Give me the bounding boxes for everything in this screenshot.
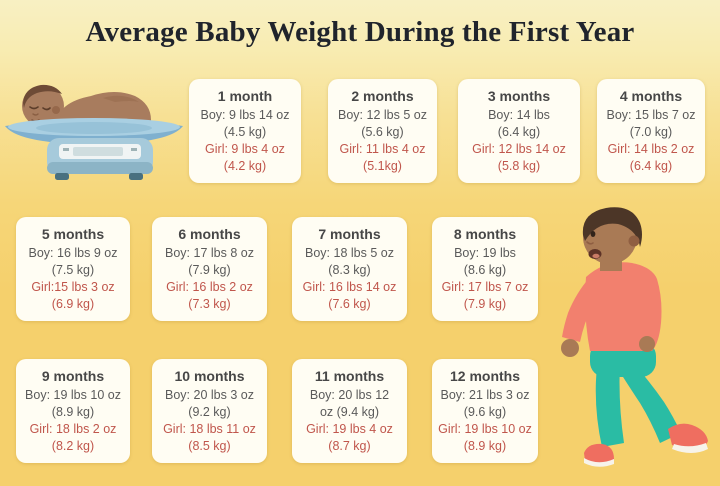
girl-weight-kg: (5.8 kg) <box>497 159 541 173</box>
girl-weight-lbs: Girl: 14 lbs 2 oz <box>607 142 695 156</box>
girl-weight-lbs: Girl: 17 lbs 7 oz <box>441 280 529 294</box>
baby-on-scale-illustration <box>5 84 183 180</box>
boy-weight-lbs: Boy: 16 lbs 9 oz <box>28 246 118 260</box>
card-month-label: 2 months <box>351 88 414 104</box>
girl-weight-lbs: Girl: 19 lbs 10 oz <box>438 422 532 436</box>
card-month-label: 8 months <box>453 226 517 242</box>
page-title: Average Baby Weight During the First Yea… <box>85 16 635 48</box>
girl-weight-lbs: Girl: 18 lbs 11 oz <box>163 422 256 436</box>
weight-card-2-months: 2 months Boy: 12 lbs 5 oz (5.6 kg) Girl:… <box>328 79 437 183</box>
girl-weight-lbs: Girl: 18 lbs 2 oz <box>29 422 117 436</box>
card-month-label: 12 months <box>449 368 520 384</box>
boy-weight-kg: (7.5 kg) <box>51 263 95 277</box>
card-month-label: 4 months <box>619 88 683 104</box>
boy-weight-kg: (9.6 kg) <box>463 405 507 419</box>
girl-weight-lbs: Girl: 11 lbs 4 oz <box>339 142 426 156</box>
weight-card-1-month: 1 month Boy: 9 lbs 14 oz (4.5 kg) Girl: … <box>189 79 301 183</box>
girl-weight-kg: (7.3 kg) <box>188 297 231 311</box>
card-month-label: 10 months <box>174 368 245 384</box>
weight-card-4-months: 4 months Boy: 15 lbs 7 oz (7.0 kg) Girl:… <box>597 79 705 183</box>
weight-card-9-months: 9 months Boy: 19 lbs 10 oz (8.9 kg) Girl… <box>16 359 130 463</box>
boy-weight-lbs: Boy: 19 lbs <box>454 246 516 260</box>
girl-weight-kg: (7.9 kg) <box>463 297 507 311</box>
boy-weight-kg: (8.9 kg) <box>51 405 95 419</box>
weight-card-3-months: 3 months Boy: 14 lbs (6.4 kg) Girl: 12 l… <box>458 79 580 183</box>
weight-card-12-months: 12 months Boy: 21 lbs 3 oz (9.6 kg) Girl… <box>432 359 538 463</box>
boy-weight-lbs: Boy: 18 lbs 5 oz <box>305 246 394 260</box>
boy-weight-kg: (5.6 kg) <box>361 125 404 139</box>
card-month-label: 9 months <box>41 368 105 384</box>
weight-card-8-months: 8 months Boy: 19 lbs (8.6 kg) Girl: 17 l… <box>432 217 538 321</box>
boy-weight-lbs: Boy: 12 lbs 5 oz <box>338 108 427 122</box>
boy-weight-lbs: Boy: 20 lbs 3 oz <box>165 388 254 402</box>
girl-weight-lbs: Girl: 9 lbs 4 oz <box>205 142 285 156</box>
card-month-label: 11 months <box>314 368 385 384</box>
boy-weight-kg: (4.5 kg) <box>223 125 267 139</box>
boy-weight-kg: (7.0 kg) <box>629 125 673 139</box>
card-month-label: 7 months <box>318 226 381 242</box>
girl-weight-lbs: Girl: 16 lbs 2 oz <box>166 280 253 294</box>
girl-weight-kg: (8.9 kg) <box>463 439 507 453</box>
weight-card-11-months: 11 months Boy: 20 lbs 12 oz (9.4 kg) Gir… <box>292 359 407 463</box>
boy-weight-kg: (7.9 kg) <box>188 263 231 277</box>
boy-weight-kg: (8.3 kg) <box>328 263 371 277</box>
girl-weight-lbs: Girl: 12 lbs 14 oz <box>472 142 566 156</box>
girl-weight-kg: (5.1kg) <box>363 159 402 173</box>
girl-weight-kg: (6.4 kg) <box>629 159 673 173</box>
boy-weight-lbs: Boy: 15 lbs 7 oz <box>606 108 696 122</box>
boy-weight-lbs: Boy: 21 lbs 3 oz <box>440 388 530 402</box>
boy-weight-kg: (6.4 kg) <box>497 125 541 139</box>
boy-weight-kg: (9.2 kg) <box>188 405 231 419</box>
girl-weight-lbs: Girl: 19 lbs 4 oz <box>306 422 393 436</box>
boy-weight-lbs: Boy: 14 lbs <box>488 108 550 122</box>
weight-card-5-months: 5 months Boy: 16 lbs 9 oz (7.5 kg) Girl:… <box>16 217 130 321</box>
boy-weight-lbs: Boy: 20 lbs 12 <box>309 388 390 402</box>
boy-weight-kg: (8.6 kg) <box>463 263 507 277</box>
weight-card-10-months: 10 months Boy: 20 lbs 3 oz (9.2 kg) Girl… <box>152 359 267 463</box>
card-month-label: 3 months <box>487 88 551 104</box>
weight-card-7-months: 7 months Boy: 18 lbs 5 oz (8.3 kg) Girl:… <box>292 217 407 321</box>
girl-weight-kg: (7.6 kg) <box>328 297 371 311</box>
girl-weight-lbs: Girl:15 lbs 3 oz <box>31 280 115 294</box>
boy-weight-kg: oz (9.4 kg) <box>319 405 380 419</box>
boy-weight-lbs: Boy: 17 lbs 8 oz <box>165 246 254 260</box>
girl-weight-lbs: Girl: 16 lbs 14 oz <box>302 280 397 294</box>
card-month-label: 1 month <box>217 88 273 104</box>
girl-weight-kg: (8.5 kg) <box>188 439 231 453</box>
boy-weight-lbs: Boy: 9 lbs 14 oz <box>200 108 290 122</box>
card-month-label: 5 months <box>41 226 105 242</box>
weight-card-6-months: 6 months Boy: 17 lbs 8 oz (7.9 kg) Girl:… <box>152 217 267 321</box>
girl-weight-kg: (8.7 kg) <box>328 439 371 453</box>
boy-weight-lbs: Boy: 19 lbs 10 oz <box>25 388 121 402</box>
girl-weight-kg: (8.2 kg) <box>51 439 95 453</box>
girl-weight-kg: (4.2 kg) <box>223 159 267 173</box>
card-month-label: 6 months <box>178 226 241 242</box>
toddler-illustration <box>561 207 708 467</box>
girl-weight-kg: (6.9 kg) <box>51 297 95 311</box>
